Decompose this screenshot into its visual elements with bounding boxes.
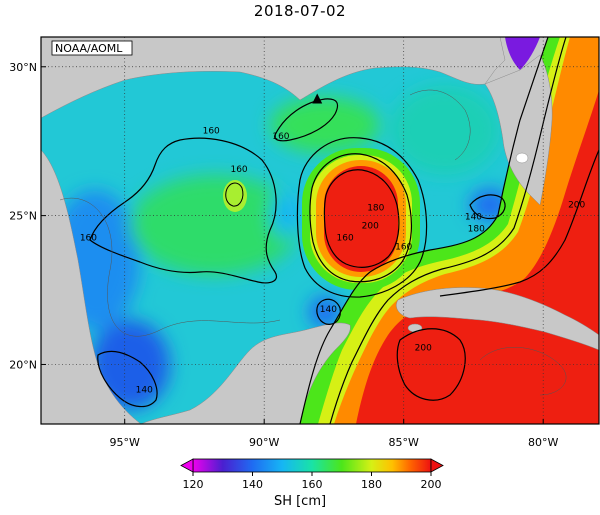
contour-180-loop [329, 37, 567, 424]
contour-lines [89, 37, 599, 424]
triangle-icon [312, 93, 323, 104]
colorbar-ticks: 120 140 160 180 200 [183, 472, 442, 491]
colorbar-tick-label: 180 [361, 478, 382, 491]
map-title: 2018-07-02 [253, 2, 347, 20]
colorbar-low-arrow [180, 458, 194, 473]
colorbar-tick-label: 160 [302, 478, 323, 491]
contour-140-florida [469, 194, 506, 220]
mexico-coast [41, 149, 142, 424]
cyan-region-east [390, 85, 500, 175]
landmasses [41, 37, 599, 424]
colorbar-high-arrow [430, 458, 444, 473]
blue-patch-north-central [271, 193, 299, 237]
colorbar-ramp [192, 458, 432, 473]
contour-label: 200 [568, 201, 585, 211]
lon-tick-label: 95°W [110, 436, 140, 449]
contour-160-loop [299, 37, 549, 424]
contour-180-eddy [309, 153, 413, 283]
lat-tick-label: 30°N [9, 61, 37, 74]
contour-label: 180 [367, 204, 384, 214]
contour-140-southwest [97, 350, 158, 408]
contour-label: 160 [272, 132, 289, 142]
credit-text: NOAA/AOML [55, 42, 123, 55]
cuba [396, 287, 599, 351]
contour-label: 160 [80, 233, 97, 243]
thin-contour-east [409, 89, 471, 161]
contour-label: 200 [415, 344, 432, 354]
lat-lon-grid [41, 37, 599, 424]
contour-200-eddy [323, 169, 400, 268]
blue-patch-yucatan [309, 296, 341, 328]
contour-160-eddy [296, 137, 428, 298]
us-gulf-coast [41, 37, 506, 119]
colorbar-tick-label: 140 [242, 478, 263, 491]
yucatan-peninsula [140, 322, 351, 424]
lat-tick-label: 25°N [9, 210, 37, 223]
florida-peninsula [484, 54, 553, 206]
green-eddy-center [223, 180, 247, 212]
contour-inner-green [225, 182, 244, 207]
loop-current-red [356, 90, 599, 424]
contour-label: 140 [136, 385, 153, 395]
contour-160-north [274, 98, 339, 142]
contour-label: 200 [362, 222, 379, 232]
contour-label: 140 [465, 213, 482, 223]
contour-label: 140 [320, 305, 337, 315]
lon-tick-label: 80°W [528, 436, 558, 449]
thin-contour-west [59, 197, 281, 337]
lon-tick-label: 85°W [389, 436, 419, 449]
contour-160-northwest [89, 137, 278, 284]
contour-140-yucatan [316, 298, 341, 325]
colorbar-label: SH [cm] [273, 494, 327, 509]
lon-tick-label: 90°W [249, 436, 279, 449]
contour-200-loop [439, 149, 599, 297]
contour-label: 160 [203, 126, 220, 136]
caribbean-purple-tip [505, 37, 540, 70]
contour-label: 180 [468, 225, 485, 235]
lat-tick-label: 20°N [9, 358, 37, 371]
colorbar-tick-label: 200 [421, 478, 442, 491]
contour-200-caribbean [396, 328, 466, 401]
contour-label: 160 [230, 165, 247, 175]
colorbar: 120 140 160 180 200 [180, 458, 444, 491]
bahamas-islet [515, 152, 529, 164]
map-frame [40, 36, 600, 425]
marker-layer [312, 93, 323, 104]
credit-box [51, 40, 133, 56]
green-region-center [130, 175, 300, 275]
contour-label: 160 [337, 233, 354, 243]
colorbar-tick-label: 120 [183, 478, 204, 491]
axis-ticks: 95°W 90°W 85°W 80°W 20°N 25°N 30°N [9, 61, 558, 449]
